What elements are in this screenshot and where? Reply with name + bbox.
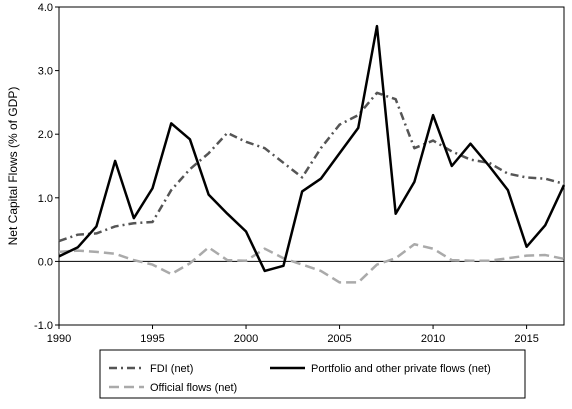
y-axis: -1.0 0.0 1.0 2.0 3.0 4.0 xyxy=(34,2,59,332)
y-tick-label: 0.0 xyxy=(38,256,53,268)
y-tick-label: 2.0 xyxy=(38,129,53,141)
x-tick-label: 2010 xyxy=(421,333,445,345)
y-tick-label: 1.0 xyxy=(38,193,53,205)
y-tick-label: 3.0 xyxy=(38,66,53,78)
y-tick-label: 4.0 xyxy=(38,2,53,14)
series-line-2 xyxy=(58,242,565,284)
series-layer xyxy=(58,24,566,284)
legend-label-official: Official flows (net) xyxy=(150,382,237,394)
plot-frame xyxy=(58,6,565,326)
y-axis-title: Net Capital Flows (% of GDP) xyxy=(6,87,20,246)
legend-label-portfolio: Portfolio and other private flows (net) xyxy=(311,363,491,375)
x-tick-label: 2005 xyxy=(327,333,351,345)
x-tick-label: 1995 xyxy=(140,333,164,345)
y-tick-label: -1.0 xyxy=(34,320,53,332)
legend-label-fdi: FDI (net) xyxy=(150,363,193,375)
legend-item-fdi: FDI (net) xyxy=(109,363,193,375)
series-line-0 xyxy=(58,91,565,243)
x-axis: 1990 1995 2000 2005 2010 2015 xyxy=(47,325,539,345)
legend-item-portfolio: Portfolio and other private flows (net) xyxy=(270,363,491,375)
x-tick-label: 2000 xyxy=(234,333,258,345)
x-tick-label: 2015 xyxy=(514,333,538,345)
series-line-1 xyxy=(58,24,566,273)
legend-box xyxy=(99,349,526,399)
x-tick-label: 1990 xyxy=(47,333,71,345)
legend-item-official: Official flows (net) xyxy=(109,382,237,394)
